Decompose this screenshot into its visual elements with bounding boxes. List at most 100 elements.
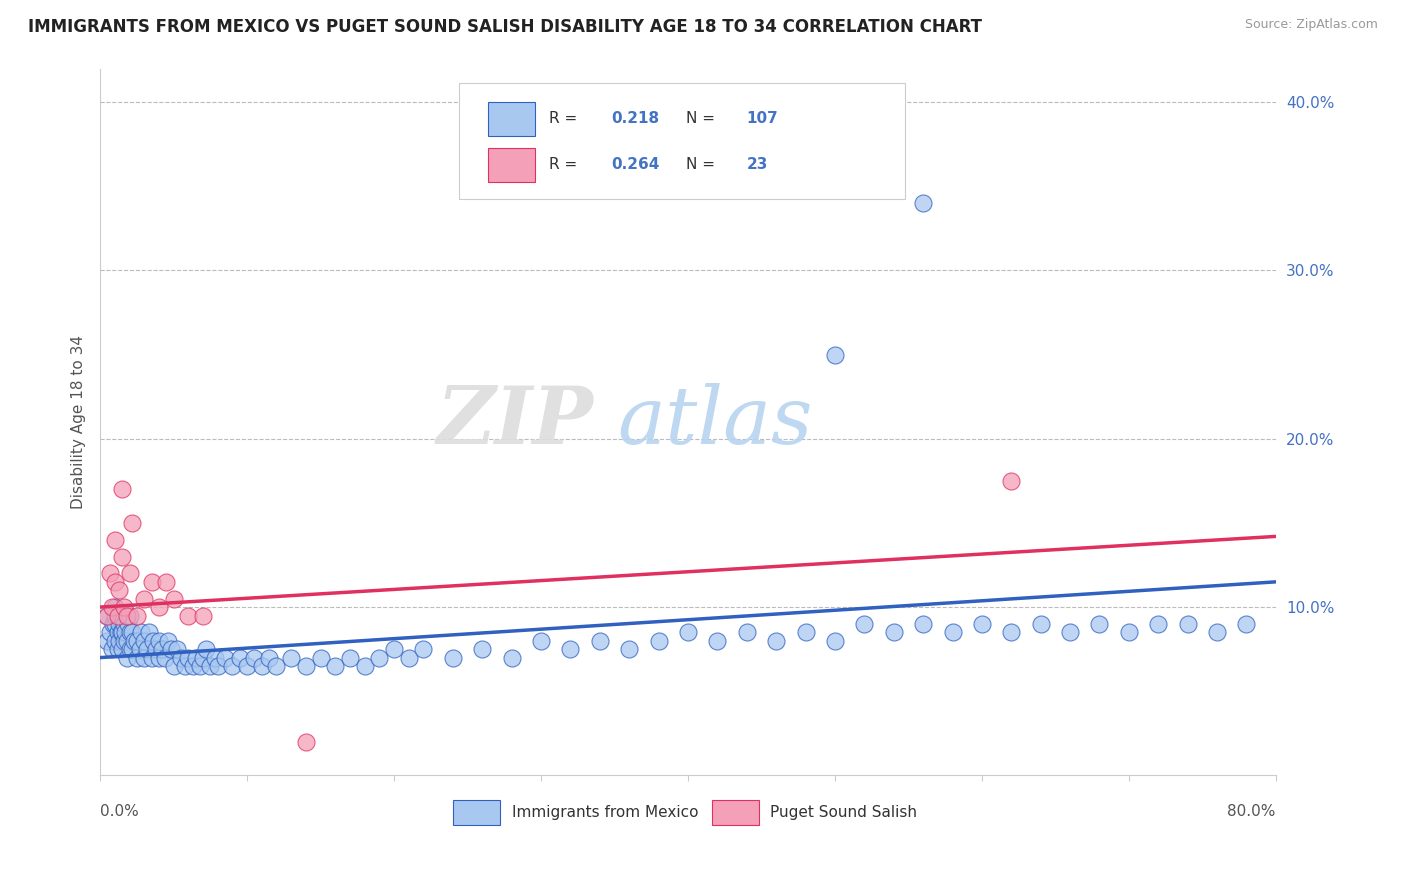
Point — [250, 659, 273, 673]
Point — [104, 608, 127, 623]
Text: 0.0%: 0.0% — [100, 804, 139, 819]
Point — [162, 591, 184, 606]
Point — [115, 633, 138, 648]
Point — [1088, 616, 1111, 631]
Point — [236, 659, 259, 673]
Point — [101, 600, 124, 615]
Point — [1029, 616, 1052, 631]
Text: R =: R = — [550, 112, 578, 126]
Point — [125, 633, 148, 648]
Point — [104, 633, 127, 648]
Point — [177, 650, 200, 665]
Point — [101, 642, 124, 657]
Point — [207, 659, 229, 673]
Point — [676, 625, 699, 640]
Point — [1147, 616, 1170, 631]
Point — [353, 659, 375, 673]
Point — [118, 608, 141, 623]
Point — [191, 650, 214, 665]
Point — [125, 608, 148, 623]
Point — [134, 633, 156, 648]
Text: atlas: atlas — [617, 384, 813, 460]
Point — [257, 650, 280, 665]
Point — [118, 625, 141, 640]
Point — [117, 616, 139, 631]
Point — [121, 642, 143, 657]
Point — [104, 616, 127, 631]
Point — [188, 659, 211, 673]
Text: 23: 23 — [747, 157, 768, 172]
Text: Puget Sound Salish: Puget Sound Salish — [770, 805, 917, 821]
Point — [150, 642, 173, 657]
Point — [104, 574, 127, 589]
Point — [530, 633, 553, 648]
Text: Source: ZipAtlas.com: Source: ZipAtlas.com — [1244, 18, 1378, 31]
Text: 0.218: 0.218 — [612, 112, 659, 126]
Text: 107: 107 — [747, 112, 779, 126]
Point — [96, 633, 118, 648]
Point — [970, 616, 993, 631]
Point — [100, 625, 122, 640]
Point — [266, 659, 288, 673]
Bar — [453, 800, 501, 825]
Text: 0.264: 0.264 — [612, 157, 659, 172]
Point — [501, 650, 523, 665]
Point — [122, 633, 145, 648]
Point — [110, 625, 132, 640]
Point — [824, 633, 846, 648]
Point — [166, 642, 188, 657]
Point — [129, 625, 152, 640]
Text: N =: N = — [686, 157, 714, 172]
Text: ZIP: ZIP — [437, 384, 593, 460]
Point — [110, 608, 132, 623]
Point — [162, 659, 184, 673]
Point — [153, 650, 176, 665]
Bar — [488, 148, 536, 182]
Point — [619, 642, 641, 657]
Point — [184, 650, 207, 665]
Point — [112, 633, 135, 648]
Point — [142, 633, 165, 648]
Point — [111, 642, 134, 657]
Point — [204, 650, 226, 665]
Point — [412, 642, 434, 657]
Point — [96, 608, 118, 623]
Point — [107, 625, 129, 640]
Bar — [711, 800, 758, 825]
Point — [794, 625, 817, 640]
Point — [295, 735, 318, 749]
Point — [148, 600, 170, 615]
Point — [1177, 616, 1199, 631]
Point — [1118, 625, 1140, 640]
Point — [194, 642, 217, 657]
Point — [107, 608, 129, 623]
Point — [309, 650, 332, 665]
Bar — [488, 102, 536, 136]
Point — [170, 650, 193, 665]
Point — [104, 533, 127, 547]
Point — [221, 659, 243, 673]
Point — [735, 625, 758, 640]
Point — [148, 650, 170, 665]
Point — [115, 650, 138, 665]
Point — [103, 616, 125, 631]
FancyBboxPatch shape — [458, 83, 905, 199]
Point — [155, 574, 177, 589]
Point — [181, 659, 204, 673]
Point — [128, 642, 150, 657]
Point — [824, 348, 846, 362]
Point — [941, 625, 963, 640]
Point — [323, 659, 346, 673]
Point — [115, 608, 138, 623]
Text: N =: N = — [686, 112, 714, 126]
Point — [398, 650, 420, 665]
Point — [243, 650, 266, 665]
Point — [121, 516, 143, 530]
Text: IMMIGRANTS FROM MEXICO VS PUGET SOUND SALISH DISABILITY AGE 18 TO 34 CORRELATION: IMMIGRANTS FROM MEXICO VS PUGET SOUND SA… — [28, 18, 983, 36]
Point — [100, 566, 122, 581]
Point — [560, 642, 582, 657]
Point — [1206, 625, 1229, 640]
Point — [1000, 474, 1022, 488]
Point — [765, 633, 787, 648]
Point — [280, 650, 302, 665]
